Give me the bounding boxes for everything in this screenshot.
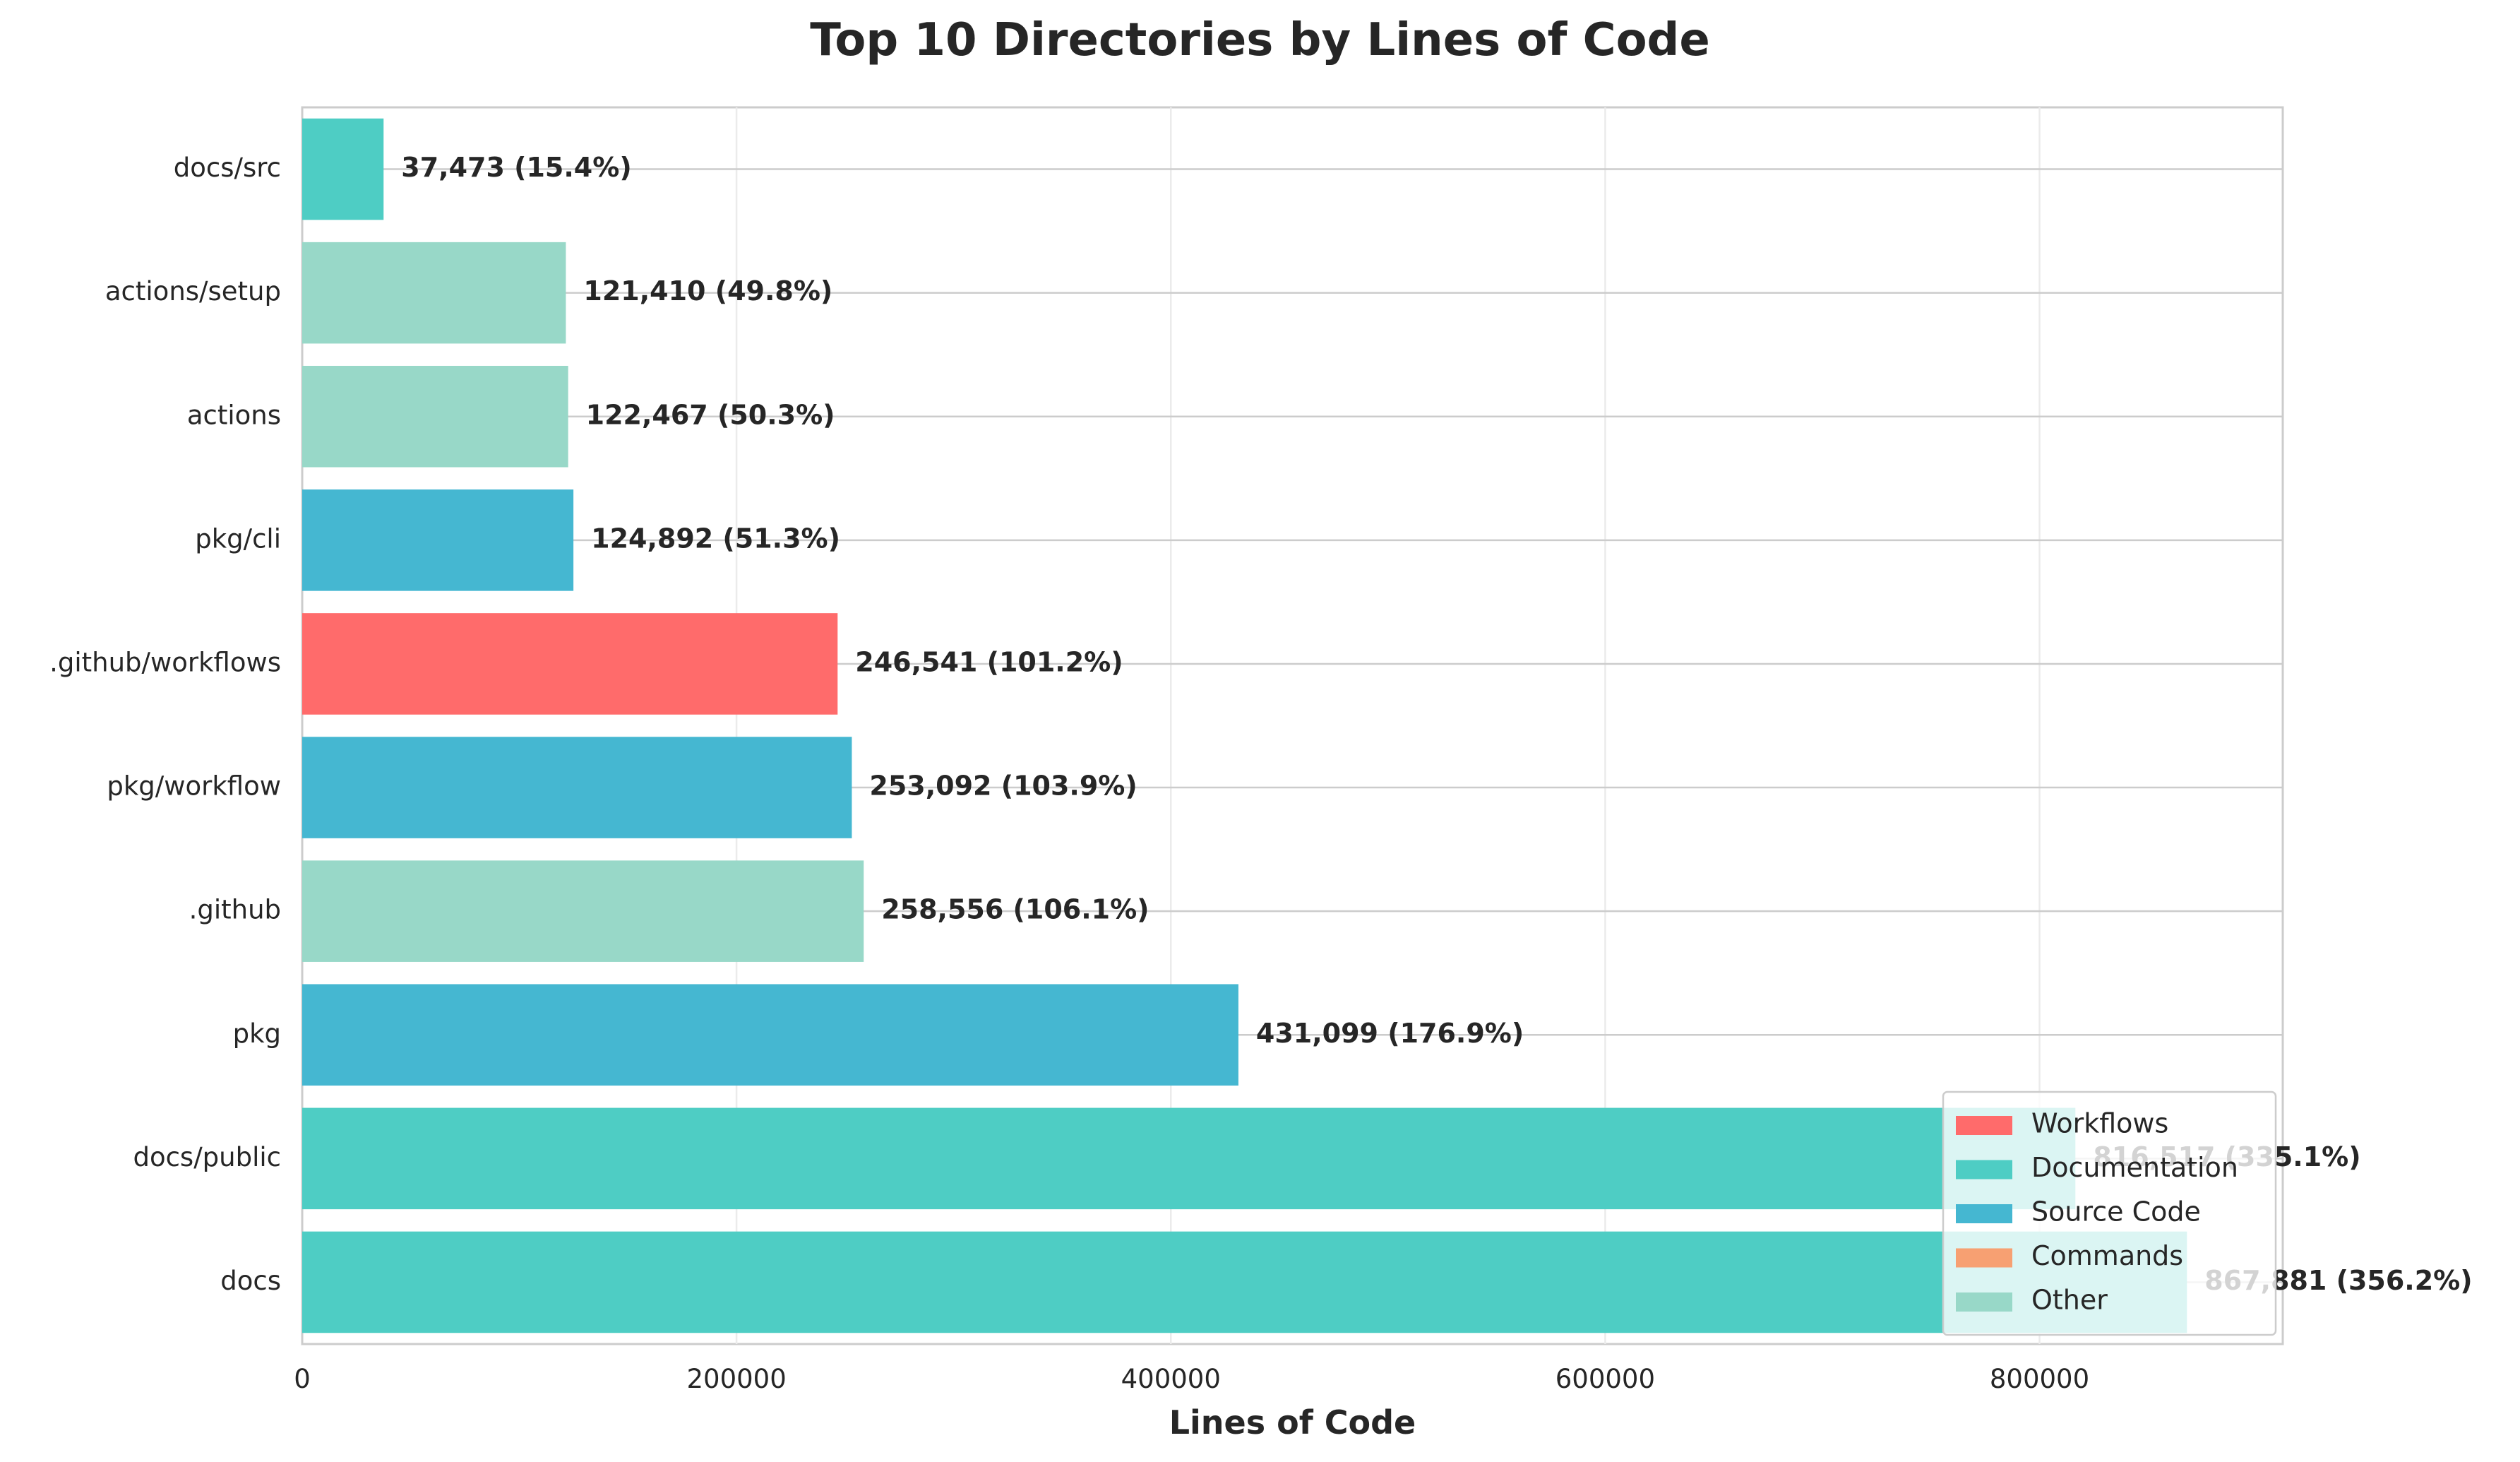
legend-label: Other [2031,1285,2108,1316]
y-tick-label: pkg [233,1018,281,1049]
bar-value-label: 37,473 (15.4%) [401,152,631,183]
legend-swatch [1956,1292,2012,1312]
x-tick-label: 200000 [687,1364,787,1394]
y-tick-label: pkg/cli [195,523,281,554]
bar-github-workflows [302,613,838,715]
bar-pkg-cli [302,489,574,591]
legend-label: Source Code [2031,1196,2201,1228]
x-tick-label: 0 [294,1364,311,1394]
y-tick-label: actions [187,400,281,430]
x-tick-label: 600000 [1555,1364,1655,1394]
bar-value-label: 258,556 (106.1%) [881,894,1149,925]
legend-label: Documentation [2031,1152,2238,1183]
bar-github [302,860,864,962]
x-tick-label: 400000 [1121,1364,1221,1394]
bar-value-label: 121,410 (49.8%) [583,275,832,307]
legend-swatch [1956,1116,2012,1135]
chart-title: Top 10 Directories by Lines of Code [810,14,1710,66]
bar-pkg [302,984,1238,1086]
bar-pkg-workflow [302,737,852,838]
bar-actions [302,365,568,468]
y-tick-label: .github/workflows [49,647,281,677]
bar-value-label: 122,467 (50.3%) [586,399,835,430]
legend-label: Commands [2031,1240,2183,1271]
bar-value-label: 124,892 (51.3%) [591,523,840,554]
bar-docs-src [302,118,384,220]
bar-docs [302,1231,2187,1333]
x-tick-label: 800000 [1990,1364,2089,1394]
x-axis-title: Lines of Code [1169,1403,1416,1442]
y-tick-label: docs/public [133,1142,281,1172]
y-tick-label: pkg/workflow [107,771,281,802]
bar-docs-public [302,1107,2076,1210]
y-tick-label: docs/src [174,153,281,183]
legend-swatch [1956,1248,2012,1268]
y-tick-label: actions/setup [105,276,281,307]
bar-value-label: 246,541 (101.2%) [855,646,1123,677]
y-tick-label: .github [189,895,281,925]
bar-value-label: 253,092 (103.9%) [869,771,1137,802]
legend [1942,1090,2277,1336]
legend-swatch [1956,1204,2012,1223]
legend-label: Workflows [2031,1108,2168,1139]
bar-actions-setup [302,242,566,344]
legend-swatch [1956,1160,2012,1179]
y-tick-label: docs [220,1266,281,1296]
bar-value-label: 431,099 (176.9%) [1256,1018,1524,1049]
